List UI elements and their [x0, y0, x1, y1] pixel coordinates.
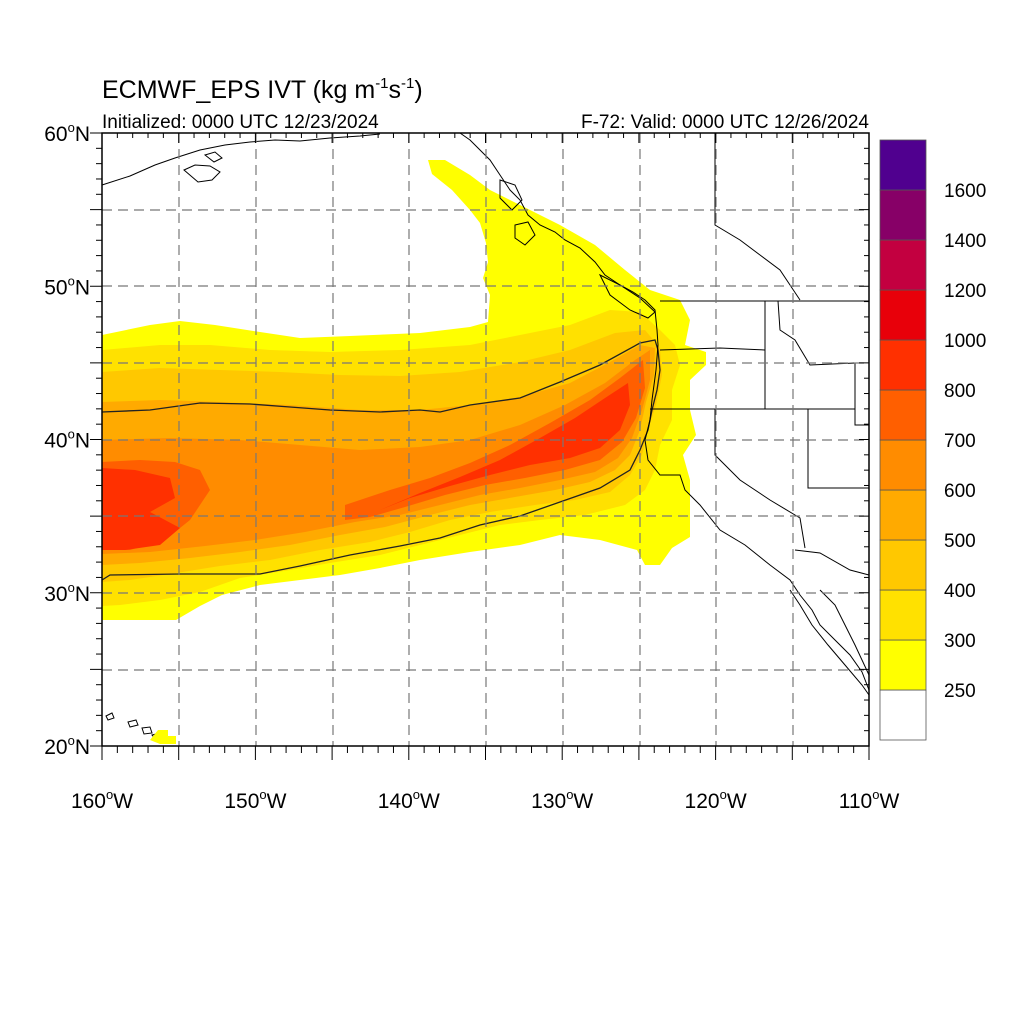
colorbar-swatch [879, 439, 927, 491]
colorbar-swatch [879, 639, 927, 691]
map-title: ECMWF_EPS IVT (kg m-1s-1) [102, 75, 423, 104]
idaho-montana-border [777, 300, 856, 366]
baja-california-coast [789, 589, 870, 696]
colorbar-swatch [879, 339, 927, 391]
colorbar-label: 1400 [944, 231, 986, 252]
colorbar-swatch [879, 689, 927, 741]
ivt-shading [102, 160, 706, 620]
lon-tick-label: 120oW [685, 787, 747, 813]
colorbar-swatch [879, 239, 927, 291]
axis-ticks [90, 132, 870, 760]
valid-time-label: F-72: Valid: 0000 UTC 12/26/2024 [581, 112, 869, 133]
washington-oregon-border [659, 347, 766, 351]
ivt-contour-line [101, 339, 661, 581]
lat-tick-label: 50oN [44, 273, 90, 299]
kodiak-islands [183, 151, 223, 183]
colorbar-label: 400 [944, 581, 976, 602]
alaska-canada-border [714, 133, 801, 301]
political-borders [650, 133, 870, 576]
colorbar-labels: 250 300 400 500 600 700 800 1000 1200 1400 1600 [944, 181, 986, 702]
lon-tick-label: 140oW [378, 787, 440, 813]
colorbar [879, 139, 927, 741]
hawaii-islands [105, 712, 167, 743]
colorbar-swatch [879, 589, 927, 641]
california-nevada-border [714, 409, 806, 549]
colorbar-label: 1200 [944, 281, 986, 302]
title-mid: s [389, 76, 402, 104]
ivt-800-1000-region-west [102, 468, 180, 550]
lat-tick-label: 20oN [44, 733, 90, 759]
colorbar-label: 600 [944, 481, 976, 502]
colorbar-label: 500 [944, 531, 976, 552]
colorbar-swatch [879, 389, 927, 441]
colorbar-label: 700 [944, 431, 976, 452]
nevada-utah-border [807, 409, 869, 489]
colorbar-label: 1600 [944, 181, 986, 202]
wyoming-border [854, 363, 869, 426]
lon-tick-label: 110oW [839, 787, 900, 813]
us-mexico-border [794, 549, 870, 576]
ivt-hawaii-patch [150, 730, 176, 744]
title-sup-1: -1 [375, 75, 388, 92]
title-main: ECMWF_EPS IVT (kg m [102, 76, 375, 104]
initialized-label: Initialized: 0000 UTC 12/23/2024 [102, 112, 379, 133]
colorbar-label: 1000 [944, 331, 986, 352]
ivt-800-1000-region-east [380, 383, 630, 510]
alaska-panhandle-coast [459, 132, 870, 691]
lat-tick-label: 30oN [44, 580, 90, 606]
title-sup-2: -1 [401, 75, 414, 92]
lat-tick-label: 40oN [44, 427, 90, 453]
lat-tick-label: 60oN [44, 120, 90, 146]
british-columbia-islands [499, 179, 656, 319]
colorbar-label: 800 [944, 381, 976, 402]
map-panel [90, 132, 870, 760]
colorbar-swatch [879, 539, 927, 591]
coastlines [101, 132, 870, 743]
longitude-labels: 160oW 150oW 140oW 130oW 120oW 110oW [71, 787, 900, 813]
colorbar-swatch [879, 489, 927, 541]
colorbar-label: 250 [944, 681, 976, 702]
colorbar-swatch [879, 139, 927, 191]
lon-tick-label: 150oW [224, 787, 286, 813]
lon-tick-label: 130oW [531, 787, 593, 813]
colorbar-swatch [879, 189, 927, 241]
title-end: ) [414, 76, 422, 104]
lon-tick-label: 160oW [71, 787, 133, 813]
gulf-of-california-coast [819, 589, 870, 676]
graticule [102, 133, 869, 746]
ivt-600-700-region [102, 350, 650, 554]
latitude-labels: 60oN 50oN 40oN 30oN 20oN [44, 120, 90, 759]
colorbar-label: 300 [944, 631, 976, 652]
alaska-coast [101, 133, 381, 186]
colorbar-swatch [879, 289, 927, 341]
